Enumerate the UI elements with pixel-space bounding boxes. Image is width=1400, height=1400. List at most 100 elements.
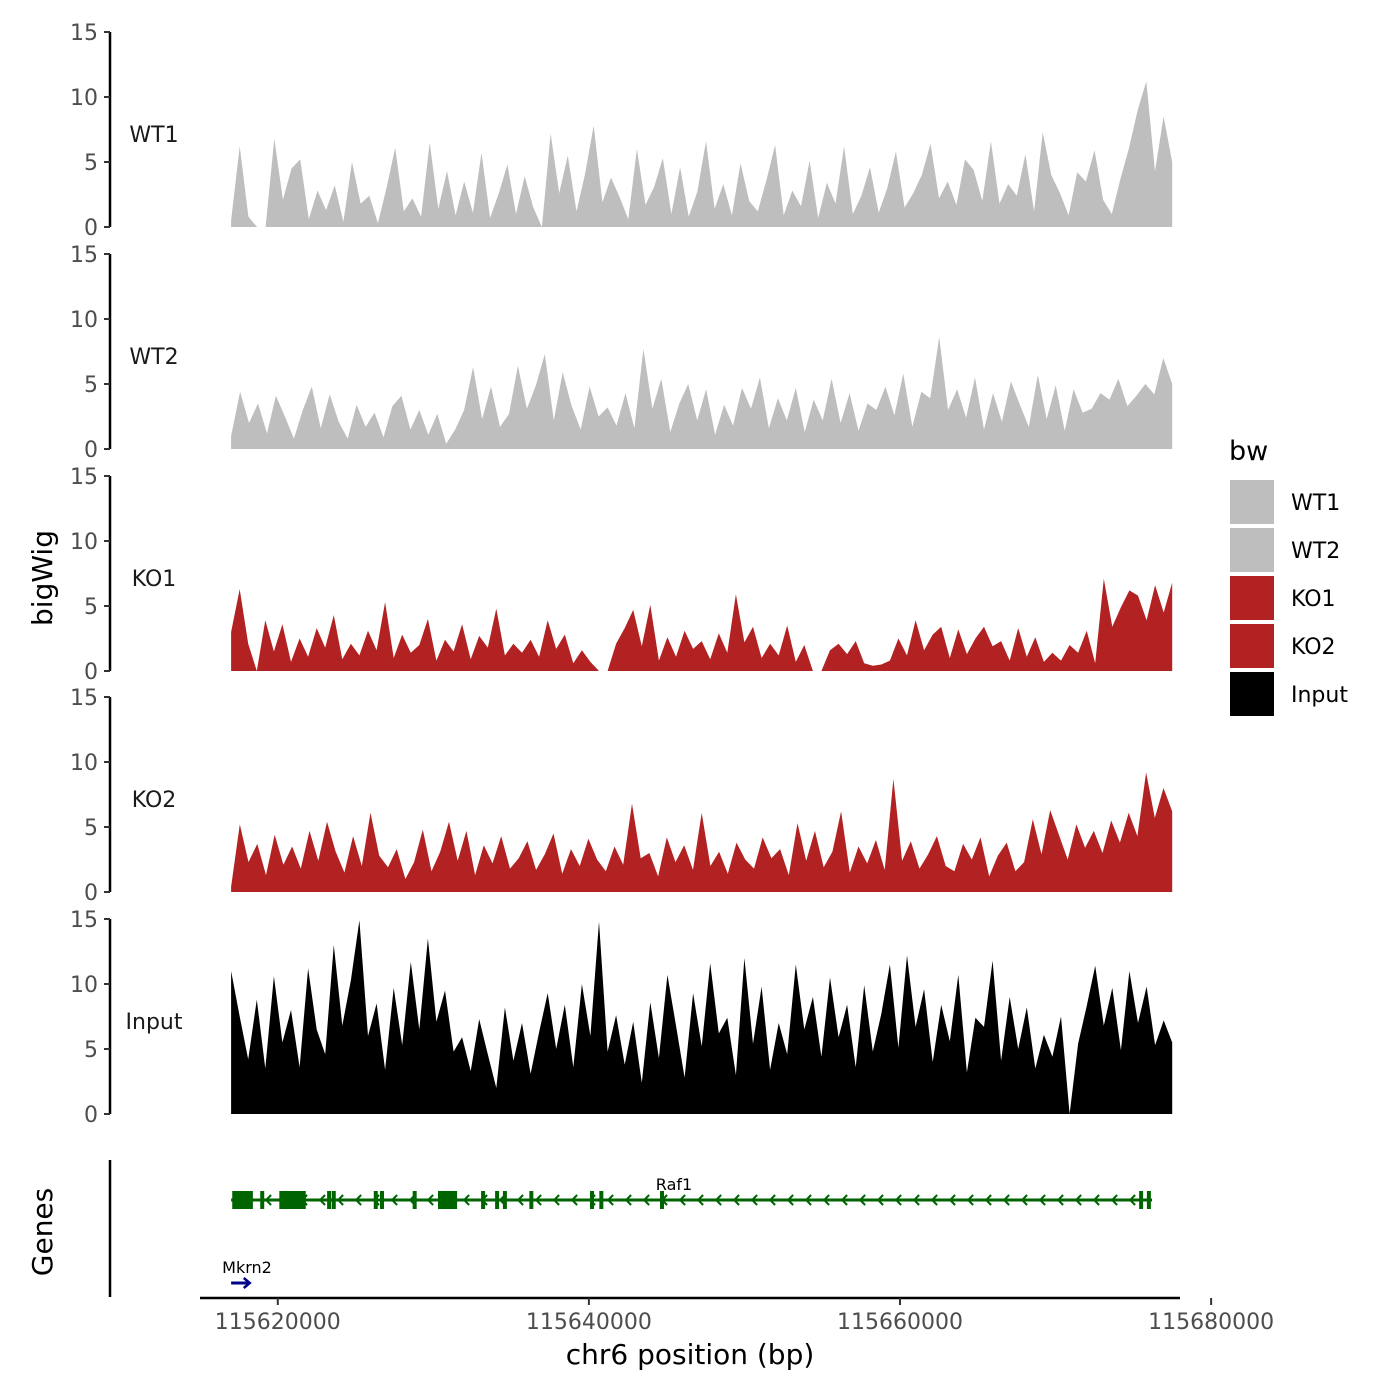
exon [1139,1191,1144,1209]
gene-mkrn2: Mkrn2 [222,1258,272,1289]
gene-label-raf1: Raf1 [656,1175,692,1194]
exon [260,1191,265,1209]
strand-arrow [750,1194,758,1206]
strand-arrow [948,1194,956,1206]
strand-arrow [1056,1194,1064,1206]
strand-arrow [696,1194,704,1206]
strand-arrow [840,1194,848,1206]
strand-arrow [570,1194,578,1206]
strand-arrow [930,1194,938,1206]
track-label: WT2 [129,345,178,370]
strand-arrow [822,1194,830,1206]
coverage-area-ko1 [231,578,1173,671]
strand-arrow [804,1194,812,1206]
strand-arrow [336,1194,344,1206]
exon [660,1191,664,1209]
legend-entry-ko1: KO1 [1230,576,1336,620]
y-tick-label: 10 [70,973,98,998]
track-ko2: 0 5 10 15 KO2 [70,686,1173,906]
legend-label: KO1 [1291,587,1336,612]
coverage-area-input [231,920,1173,1114]
gene-raf1: Raf1 [231,1175,1152,1209]
legend-entry-input: Input [1230,672,1348,716]
strand-arrow [552,1194,560,1206]
genes-track-title: Genes [26,1188,59,1276]
x-tick-label: 115660000 [837,1310,963,1335]
y-tick-label: 0 [84,1103,98,1128]
coverage-tracks: 0 5 10 15 WT1 0 5 10 15 WT2 0 5 10 15 KO1 0 5 10 15 KO2 0 5 10… [70,21,1173,1128]
y-tick-label: 10 [70,308,98,333]
legend-swatch [1230,528,1274,572]
genes-track: Raf1 Mkrn2 [108,1160,1152,1297]
strand-arrow [1074,1194,1082,1206]
strand-arrow [1038,1194,1046,1206]
y-tick-label: 5 [84,373,98,398]
strand-arrow [318,1194,326,1206]
legend-label: WT1 [1291,491,1340,516]
strand-arrow [678,1194,686,1206]
track-wt2: 0 5 10 15 WT2 [70,243,1173,463]
x-tick-label: 115620000 [215,1310,341,1335]
exon-block [234,1191,253,1209]
legend-swatch [1230,624,1274,668]
strand-arrow [242,1277,252,1289]
y-tick-label: 5 [84,595,98,620]
strand-arrow [732,1194,740,1206]
x-axis: 115620000 115640000 115660000 115680000 [200,1296,1274,1335]
legend-swatch [1230,672,1274,716]
strand-arrow [1020,1194,1028,1206]
track-label: WT1 [129,123,178,148]
exon [495,1191,500,1209]
track-input: 0 5 10 15 Input [70,908,1173,1128]
strand-arrow [1002,1194,1010,1206]
x-tick-label: 115680000 [1148,1310,1274,1335]
strand-arrow [786,1194,794,1206]
exon [590,1191,594,1209]
exon [599,1191,604,1209]
y-axis-title: bigWig [26,530,59,626]
strand-arrow [534,1194,542,1206]
legend-swatch [1230,576,1274,620]
track-label: KO2 [132,788,177,813]
exon [327,1191,332,1209]
legend-entry-wt1: WT1 [1230,480,1340,524]
coverage-area-wt2 [231,337,1173,449]
legend-label: Input [1291,683,1348,708]
exon [331,1191,336,1209]
legend-entry-wt2: WT2 [1230,528,1340,572]
exon [529,1191,534,1209]
legend-entry-ko2: KO2 [1230,624,1336,668]
gene-label-mkrn2: Mkrn2 [222,1258,272,1277]
y-tick-label: 0 [84,438,98,463]
track-ko1: 0 5 10 15 KO1 [70,465,1173,685]
y-tick-label: 10 [70,751,98,776]
strand-arrow [516,1194,524,1206]
y-tick-label: 10 [70,530,98,555]
strand-arrow [354,1194,362,1206]
strand-arrow [894,1194,902,1206]
strand-arrow [462,1194,470,1206]
coverage-area-ko2 [231,772,1173,892]
x-tick-label: 115640000 [526,1310,652,1335]
x-axis-title: chr6 position (bp) [566,1338,815,1371]
exon-block [279,1191,306,1209]
strand-arrow [768,1194,776,1206]
strand-arrow [606,1194,614,1206]
exon [380,1191,384,1209]
y-tick-label: 15 [70,686,98,711]
y-tick-label: 0 [84,660,98,685]
exon [502,1191,507,1209]
strand-arrow [624,1194,632,1206]
exon [373,1191,378,1209]
strand-arrow [1092,1194,1100,1206]
track-label: Input [126,1010,183,1035]
track-wt1: 0 5 10 15 WT1 [70,21,1173,241]
legend-label: KO2 [1291,635,1336,660]
y-tick-label: 15 [70,465,98,490]
legend-title: bw [1229,436,1268,467]
legend: bw WT1 WT2 KO1 KO2 Input [1229,436,1348,716]
strand-arrow [642,1194,650,1206]
y-tick-label: 5 [84,816,98,841]
strand-arrow [426,1194,434,1206]
